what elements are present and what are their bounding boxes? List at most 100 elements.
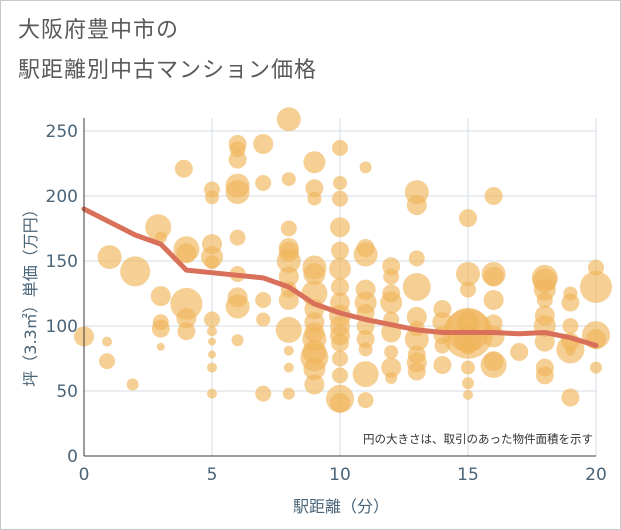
trend-line-group — [81, 206, 599, 348]
data-bubble — [276, 107, 301, 132]
data-bubble — [303, 151, 326, 174]
data-bubble — [510, 343, 529, 361]
data-bubble — [561, 293, 580, 312]
data-bubble — [102, 336, 113, 347]
data-bubble — [331, 241, 349, 260]
data-bubble — [461, 360, 475, 375]
data-bubble — [304, 374, 325, 395]
data-bubble — [278, 290, 299, 310]
data-bubble — [255, 292, 272, 308]
data-bubble — [177, 322, 196, 341]
y-tick-label: 0 — [67, 447, 78, 467]
x-tick-label: 10 — [329, 465, 351, 485]
data-bubble — [402, 273, 431, 301]
x-tick-label: 0 — [79, 465, 90, 485]
data-bubble — [229, 229, 246, 246]
data-bubble — [253, 134, 274, 154]
data-bubble — [588, 259, 604, 276]
data-bubble — [207, 362, 217, 373]
data-bubble — [332, 350, 348, 367]
data-bubble — [385, 372, 398, 384]
data-bubble — [408, 250, 425, 267]
data-bubble — [352, 361, 379, 388]
data-bubble — [536, 292, 553, 308]
data-bubble — [562, 318, 579, 334]
data-bubble — [580, 271, 612, 303]
data-bubble — [278, 266, 299, 287]
axis-group — [83, 118, 596, 457]
y-tick-label: 250 — [46, 122, 78, 142]
data-bubble — [174, 159, 193, 178]
data-bubble — [565, 345, 576, 356]
data-bubble — [120, 256, 151, 287]
x-tick-label: 5 — [207, 465, 218, 485]
data-bubble — [590, 361, 602, 374]
data-bubble — [170, 287, 203, 320]
chart-title-line-1: 大阪府豊中市の — [18, 18, 180, 43]
data-bubble — [333, 176, 347, 190]
x-tick-label: 15 — [457, 465, 479, 485]
trend-line — [81, 206, 599, 348]
data-bubble — [406, 195, 427, 216]
data-bubble — [207, 388, 217, 399]
data-bubble — [380, 291, 403, 314]
data-bubble — [225, 180, 250, 205]
data-bubble — [307, 191, 322, 206]
y-tick-label: 150 — [46, 252, 78, 272]
y-tick-label: 200 — [46, 187, 78, 207]
data-bubble — [483, 290, 504, 310]
data-bubble — [329, 257, 351, 280]
data-bubble — [156, 342, 165, 351]
x-tick-label: 20 — [585, 465, 607, 485]
data-bubble — [99, 353, 116, 370]
data-bubble — [283, 345, 294, 356]
data-bubble — [357, 392, 374, 409]
data-bubble — [282, 387, 295, 400]
data-bubble — [280, 220, 297, 237]
data-bubble — [97, 245, 122, 270]
data-bubble — [275, 316, 302, 343]
data-bubble — [460, 281, 476, 298]
data-bubble — [207, 326, 217, 337]
data-bubble — [332, 139, 348, 156]
data-bubble — [303, 357, 326, 380]
data-bubble — [406, 306, 427, 327]
data-bubble — [482, 325, 505, 348]
data-bubble — [356, 330, 375, 348]
chart-title-line-2: 駅距離別中古マンション価格 — [18, 58, 318, 83]
data-bubble — [283, 362, 294, 373]
data-bubble — [126, 378, 139, 391]
y-tick-labels: 0 50 100 150 200 250 — [46, 122, 78, 467]
data-bubble — [330, 392, 350, 413]
data-bubble — [255, 385, 272, 402]
data-bubble — [255, 175, 272, 191]
data-bubble — [480, 352, 507, 378]
data-bubble — [459, 336, 477, 355]
data-bubble — [208, 337, 216, 346]
data-bubble — [561, 388, 580, 407]
x-tick-labels: 0 5 10 15 20 — [79, 465, 607, 485]
data-bubble — [535, 366, 554, 385]
data-bubble — [281, 172, 296, 187]
data-bubble — [256, 312, 271, 327]
data-bubble — [332, 367, 348, 384]
data-bubble — [228, 150, 247, 169]
data-bubble — [456, 262, 480, 286]
data-bubble — [407, 362, 426, 381]
data-bubble — [358, 342, 373, 357]
data-bubble — [484, 187, 503, 205]
bubbles — [74, 107, 612, 413]
data-bubble — [459, 209, 477, 228]
data-bubble — [150, 286, 171, 307]
data-bubble — [534, 331, 555, 352]
data-bubble — [204, 311, 220, 328]
data-bubble — [483, 266, 504, 287]
data-bubble — [384, 345, 399, 359]
data-bubble — [381, 357, 402, 378]
y-tick-label: 50 — [56, 382, 78, 402]
data-bubble — [331, 333, 349, 352]
data-bubble — [151, 319, 170, 338]
y-tick-label: 100 — [46, 317, 78, 337]
data-bubble — [205, 255, 219, 270]
data-bubble — [332, 190, 348, 207]
